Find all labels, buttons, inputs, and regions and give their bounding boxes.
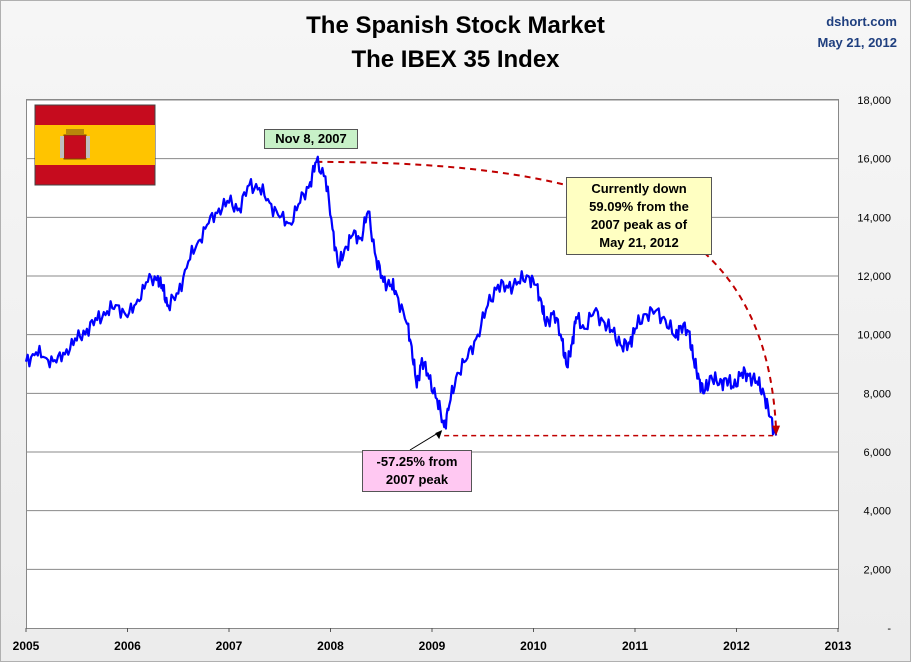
x-tick-label: 2006 <box>114 639 141 653</box>
y-tick-label: 8,000 <box>863 388 891 400</box>
current-note-line: Currently down <box>591 181 687 196</box>
x-tick-label: 2007 <box>216 639 243 653</box>
x-tick-label: 2009 <box>419 639 446 653</box>
current-note-line: 59.09% from the <box>589 199 689 214</box>
peak-label: Nov 8, 2007 <box>264 129 358 149</box>
current-note-line: 2007 peak as of <box>590 217 688 232</box>
x-tick-label: 2011 <box>622 639 648 653</box>
y-tick-label: 12,000 <box>857 271 891 283</box>
trough-note-line: 2007 peak <box>385 472 449 487</box>
x-tick-label: 2008 <box>317 639 344 653</box>
x-tick-label: 2005 <box>13 639 40 653</box>
trough-decline-note: -57.25% from 2007 peak <box>362 450 472 492</box>
current-arrowhead <box>772 425 781 436</box>
trough-arrowhead <box>435 430 443 440</box>
y-tick-label: 4,000 <box>863 506 891 518</box>
current-decline-note: Currently down 59.09% from the 2007 peak… <box>566 177 712 255</box>
y-tick-label: 10,000 <box>857 330 891 342</box>
y-tick-label: 16,000 <box>857 154 891 166</box>
chart-title: The Spanish Stock Market <box>306 12 605 39</box>
y-tick-label: 2,000 <box>863 564 891 576</box>
chart-subtitle: The IBEX 35 Index <box>351 46 560 73</box>
ibex-index-line <box>24 155 778 436</box>
y-tick-label: 6,000 <box>863 447 891 459</box>
x-tick-label: 2012 <box>723 639 750 653</box>
x-tick-label: 2013 <box>825 639 852 653</box>
chart-date: May 21, 2012 <box>817 35 897 50</box>
y-tick-label: - <box>887 623 891 635</box>
trough-note-line: -57.25% from <box>376 454 458 469</box>
source-credit: dshort.com <box>826 14 897 29</box>
x-tick-label: 2010 <box>520 639 547 653</box>
spain-flag-icon <box>34 104 156 186</box>
y-tick-label: 14,000 <box>857 212 891 224</box>
current-note-line: May 21, 2012 <box>599 235 679 250</box>
y-tick-label: 18,000 <box>857 95 891 107</box>
